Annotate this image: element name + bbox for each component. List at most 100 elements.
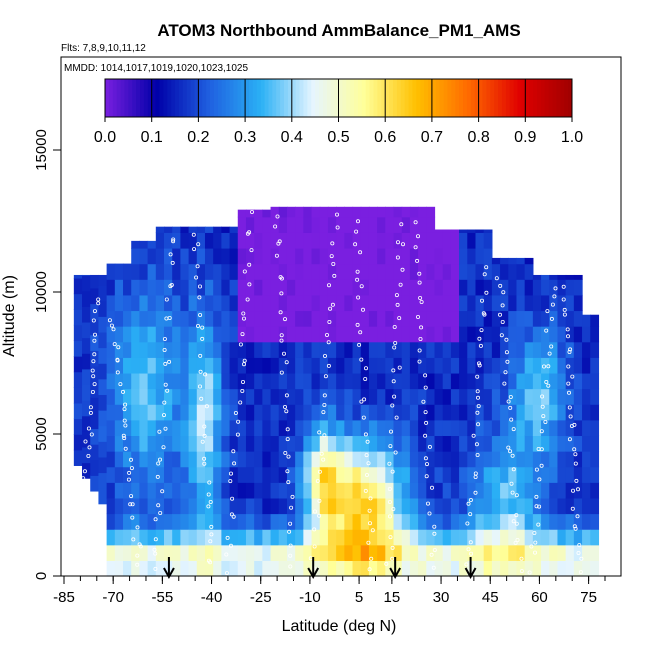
heatmap-cell — [172, 435, 181, 452]
heatmap-cell — [467, 419, 477, 437]
heatmap-cell — [368, 388, 378, 405]
heatmap-cell — [516, 357, 526, 374]
heatmap-cell — [106, 513, 116, 530]
heatmap-cell — [590, 314, 600, 327]
track-point — [274, 253, 279, 258]
colorbar-segment — [186, 79, 192, 117]
heatmap-cell — [303, 216, 313, 233]
track-point — [553, 286, 558, 291]
track-point — [475, 389, 480, 394]
track-point — [321, 457, 326, 462]
colorbar-tick-label: 0.9 — [514, 129, 536, 146]
heatmap-cell — [311, 372, 321, 390]
heatmap-cell — [491, 497, 501, 515]
heatmap-cell — [434, 435, 444, 452]
heatmap-cell — [319, 513, 329, 530]
heatmap-cell — [491, 529, 501, 546]
heatmap-cell — [82, 446, 91, 464]
colorbar-segment — [536, 79, 542, 117]
heatmap-cell — [557, 419, 567, 437]
heatmap-cell — [98, 472, 108, 489]
heatmap-cell — [344, 279, 354, 296]
heatmap-cell — [377, 466, 386, 483]
heatmap-cell — [352, 341, 362, 358]
colorbar-segment — [354, 79, 359, 117]
heatmap-cell — [467, 466, 477, 483]
track-point — [209, 532, 214, 537]
track-point — [284, 360, 289, 365]
heatmap-cell — [401, 529, 411, 546]
track-point — [284, 393, 289, 398]
heatmap-cell — [360, 232, 370, 249]
heatmap-cell — [344, 341, 354, 358]
heatmap-cell — [582, 497, 591, 515]
heatmap-cell — [352, 357, 362, 374]
heatmap-cell — [295, 560, 304, 577]
heatmap-cell — [147, 310, 157, 327]
heatmap-cell — [164, 529, 173, 546]
heatmap-cell — [82, 400, 91, 417]
heatmap-cell — [139, 372, 149, 390]
heatmap-cell — [270, 419, 280, 437]
heatmap-cell — [573, 482, 583, 499]
heatmap-cell — [344, 497, 354, 515]
heatmap-cell — [524, 544, 534, 561]
track-point — [393, 340, 398, 345]
heatmap-cell — [475, 560, 485, 577]
track-point — [484, 265, 489, 270]
heatmap-cell — [344, 310, 354, 327]
heatmap-cell — [98, 347, 108, 364]
heatmap-cell — [245, 232, 255, 249]
heatmap-cell — [131, 497, 141, 515]
heatmap-cell — [368, 513, 378, 530]
heatmap-cell — [229, 388, 239, 405]
heatmap-cell — [180, 404, 190, 421]
heatmap-cell — [278, 451, 288, 468]
heatmap-cell — [401, 466, 411, 483]
heatmap-cell — [336, 326, 345, 343]
track-point — [78, 522, 83, 527]
heatmap-cell — [565, 529, 575, 546]
heatmap-cell — [180, 529, 190, 546]
track-point — [369, 556, 374, 561]
track-point — [315, 478, 320, 483]
heatmap-cell — [418, 560, 427, 577]
track-point — [355, 219, 360, 224]
heatmap-cell — [213, 232, 222, 249]
heatmap-cell — [221, 232, 231, 249]
colorbar-segment — [147, 79, 153, 117]
heatmap-cell — [565, 482, 575, 499]
track-point — [334, 212, 339, 217]
heatmap-cell — [532, 279, 542, 296]
track-point — [122, 407, 127, 412]
heatmap-cell — [352, 435, 362, 452]
heatmap-cell — [131, 388, 141, 405]
track-point — [424, 420, 429, 425]
track-point — [88, 410, 93, 415]
heatmap-cell — [393, 216, 403, 233]
heatmap-cell — [155, 341, 165, 358]
heatmap-cell — [377, 388, 386, 405]
heatmap-cell — [352, 529, 362, 546]
heatmap-cell — [336, 560, 345, 577]
heatmap-cell — [434, 341, 444, 358]
heatmap-cell — [164, 247, 173, 265]
track-point — [415, 314, 420, 319]
heatmap-cell — [565, 560, 575, 577]
track-point — [547, 351, 552, 356]
heatmap-cell — [147, 497, 157, 515]
heatmap-cell — [344, 435, 354, 452]
heatmap-cell — [295, 206, 304, 218]
heatmap-cell — [262, 310, 272, 327]
track-point — [574, 478, 579, 483]
heatmap-cell — [532, 310, 542, 327]
heatmap-cell — [541, 388, 550, 405]
heatmap-cell — [155, 388, 165, 405]
track-point — [335, 225, 340, 230]
heatmap-cell — [426, 263, 436, 280]
heatmap-cell — [278, 497, 288, 515]
heatmap-cell — [467, 497, 477, 515]
heatmap-cell — [196, 232, 206, 249]
heatmap-cell — [262, 341, 272, 358]
track-point — [566, 334, 571, 339]
